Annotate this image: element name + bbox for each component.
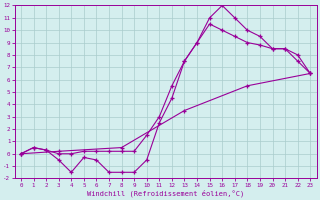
X-axis label: Windchill (Refroidissement éolien,°C): Windchill (Refroidissement éolien,°C) — [87, 189, 244, 197]
